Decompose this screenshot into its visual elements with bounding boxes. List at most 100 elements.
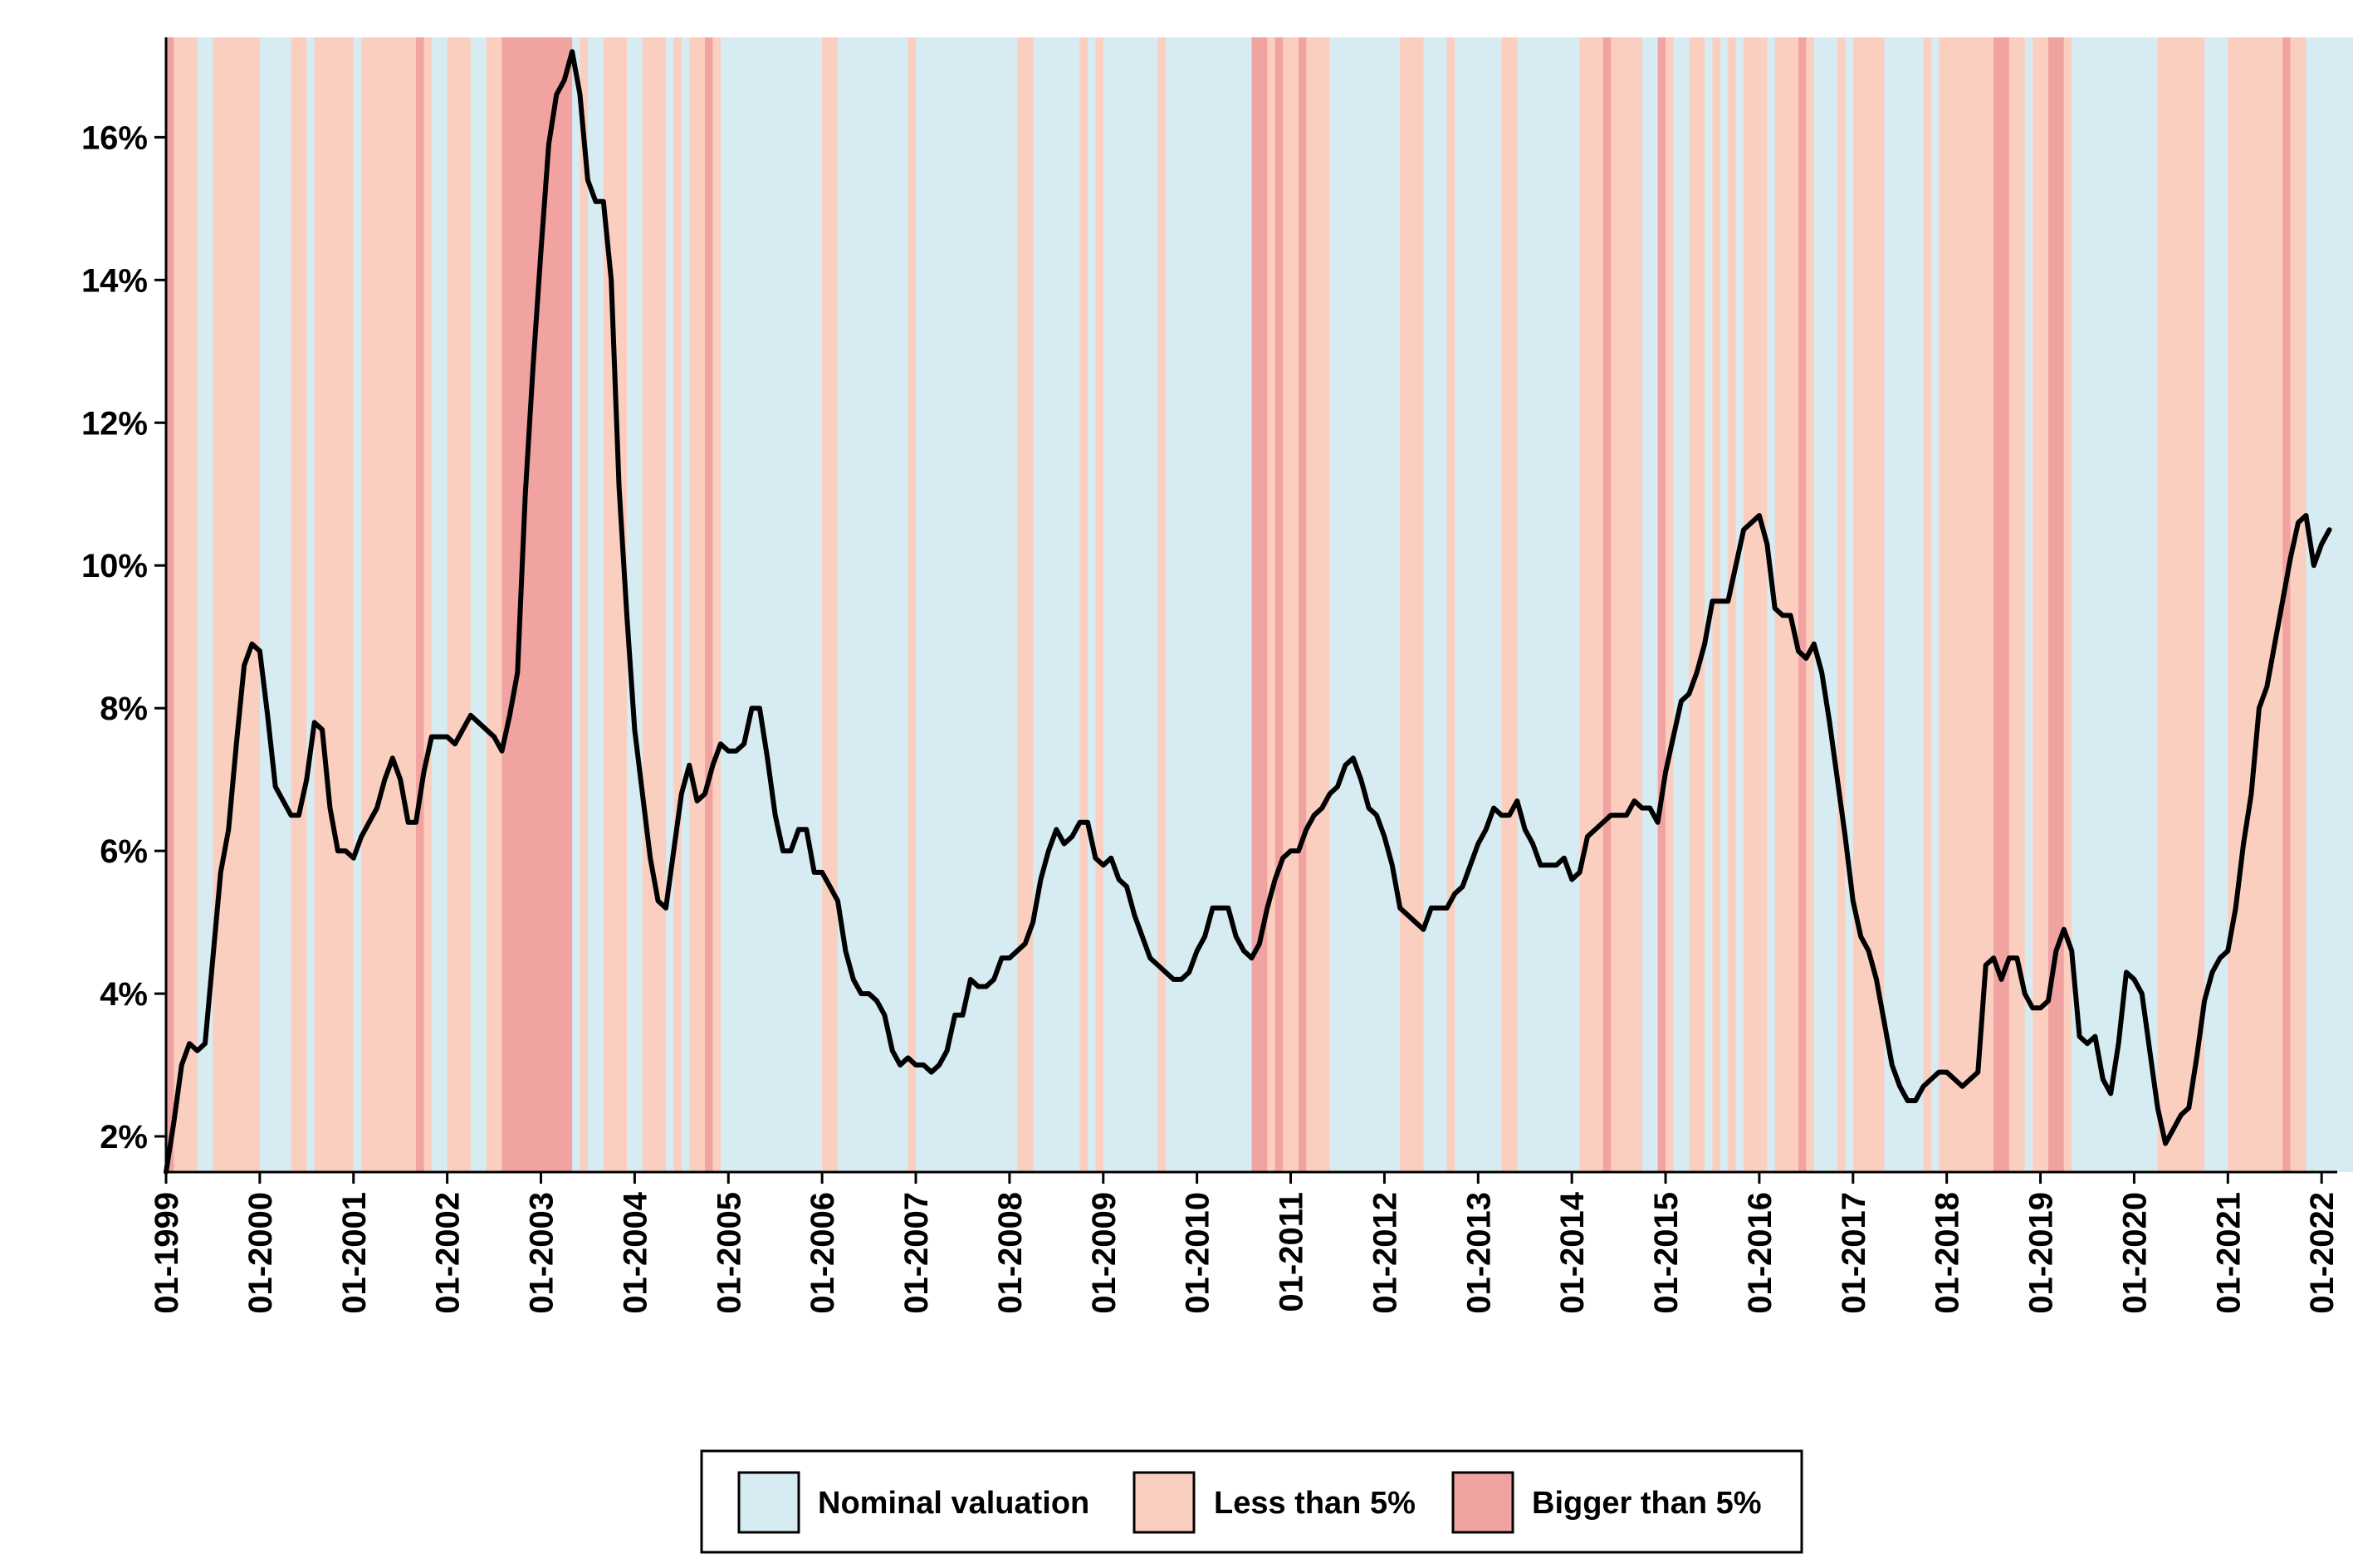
band-month — [1033, 37, 1042, 1172]
data-point — [2297, 522, 2299, 524]
band-month — [1501, 37, 1510, 1172]
data-point — [2180, 1114, 2182, 1116]
data-point — [1266, 907, 1268, 909]
band-month — [2196, 37, 2205, 1172]
band-month — [1602, 37, 1612, 1172]
band-month — [259, 37, 268, 1172]
band-month — [416, 37, 425, 1172]
band-month — [572, 37, 581, 1172]
band-month — [2297, 37, 2307, 1172]
band-month — [525, 37, 534, 1172]
x-tick-label: 01-2015 — [1648, 1192, 1685, 1314]
band-month — [1087, 37, 1096, 1172]
band-month — [1423, 37, 1432, 1172]
band-month — [1689, 37, 1698, 1172]
band-month — [213, 37, 222, 1172]
band-month — [806, 37, 815, 1172]
band-month — [1900, 37, 1909, 1172]
band-month — [1806, 37, 1815, 1172]
data-point — [892, 1050, 893, 1052]
data-point — [555, 94, 557, 95]
data-point — [1149, 957, 1151, 959]
band-month — [994, 37, 1003, 1172]
data-point — [1610, 814, 1612, 816]
data-point — [1196, 950, 1198, 951]
band-month — [1705, 37, 1714, 1172]
band-month — [1400, 37, 1409, 1172]
data-point — [1313, 814, 1315, 816]
data-point — [1211, 907, 1213, 909]
data-point — [2079, 1036, 2081, 1038]
band-month — [587, 37, 596, 1172]
data-point — [727, 750, 729, 752]
band-month — [2118, 37, 2127, 1172]
data-point — [501, 750, 502, 752]
y-ticks: 2% 4% 6% 8% 10% 12% 14% 16% — [81, 120, 166, 1155]
data-point — [204, 1043, 206, 1044]
band-month — [1353, 37, 1362, 1172]
data-point — [1555, 864, 1557, 866]
data-point — [2172, 1128, 2174, 1130]
x-tick-label: 01-2019 — [2023, 1192, 2060, 1314]
legend-label-nominal: Nominal valuation — [818, 1486, 1089, 1521]
data-point — [1118, 879, 1120, 881]
band-month — [1416, 37, 1425, 1172]
data-point — [844, 950, 846, 951]
band-month — [1954, 37, 1964, 1172]
data-point — [1305, 828, 1307, 830]
band-month — [541, 37, 550, 1172]
data-point — [1259, 943, 1260, 945]
data-point — [1032, 921, 1034, 923]
x-tick-label: 01-2006 — [805, 1192, 841, 1314]
band-month — [1142, 37, 1151, 1172]
band-month — [1150, 37, 1159, 1172]
band-month — [244, 37, 253, 1172]
band-month — [1993, 37, 2003, 1172]
band-month — [1103, 37, 1112, 1172]
band-month — [931, 37, 940, 1172]
data-point — [1282, 857, 1284, 859]
band-month — [306, 37, 316, 1172]
data-point — [594, 201, 596, 203]
data-point — [2055, 950, 2057, 951]
band-month — [1017, 37, 1026, 1172]
band-month — [1657, 37, 1666, 1172]
band-month — [1431, 37, 1440, 1172]
data-point — [2126, 971, 2127, 973]
band-month — [1767, 37, 1776, 1172]
data-point — [1993, 957, 1994, 959]
data-point — [922, 1064, 924, 1066]
x-tick-label: 01-1999 — [149, 1192, 185, 1314]
x-tick-label: 01-2002 — [430, 1192, 467, 1314]
data-point — [915, 1064, 917, 1066]
data-point — [1813, 643, 1815, 645]
data-point — [2118, 1043, 2120, 1044]
band-month — [822, 37, 831, 1172]
data-point — [1524, 828, 1526, 830]
band-month — [1852, 37, 1861, 1172]
band-month — [252, 37, 261, 1172]
x-tick-label: 01-2011 — [1274, 1192, 1310, 1312]
data-point — [743, 743, 745, 745]
data-point — [267, 715, 268, 716]
band-month — [533, 37, 542, 1172]
band-month — [2079, 37, 2088, 1172]
x-tick-label: 01-2000 — [242, 1192, 279, 1314]
band-month — [501, 37, 511, 1172]
data-point — [603, 201, 604, 203]
band-month — [2072, 37, 2081, 1172]
data-point — [2258, 707, 2260, 709]
band-month — [447, 37, 456, 1172]
band-month — [228, 37, 237, 1172]
band-month — [322, 37, 331, 1172]
legend: Nominal valuation Less than 5% Bigger th… — [700, 1449, 1803, 1554]
data-point — [610, 279, 612, 281]
data-point — [2204, 1000, 2205, 1002]
band-month — [1470, 37, 1479, 1172]
band-month — [1205, 37, 1214, 1172]
data-point — [1907, 1100, 1909, 1102]
data-point — [1009, 957, 1010, 959]
data-point — [2157, 1107, 2159, 1109]
data-point — [1446, 907, 1448, 909]
